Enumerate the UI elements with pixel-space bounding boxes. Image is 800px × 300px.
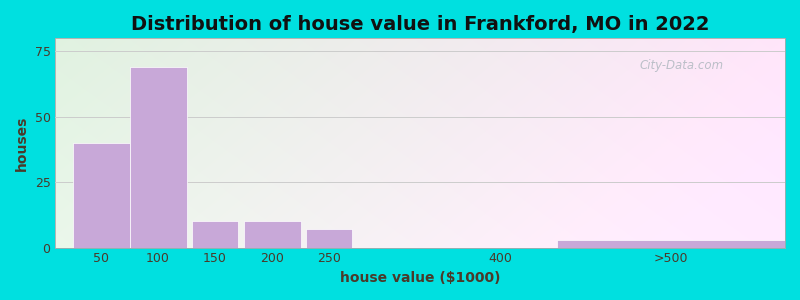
Bar (73, 143, 130, 248)
Bar (243, 221, 301, 248)
Bar (557, 240, 785, 248)
Y-axis label: houses: houses (15, 115, 29, 171)
Text: City-Data.com: City-Data.com (639, 59, 723, 72)
Bar (130, 67, 186, 248)
Title: Distribution of house value in Frankford, MO in 2022: Distribution of house value in Frankford… (131, 15, 710, 34)
Bar (306, 229, 352, 248)
Bar (192, 221, 238, 248)
X-axis label: house value ($1000): house value ($1000) (340, 271, 501, 285)
